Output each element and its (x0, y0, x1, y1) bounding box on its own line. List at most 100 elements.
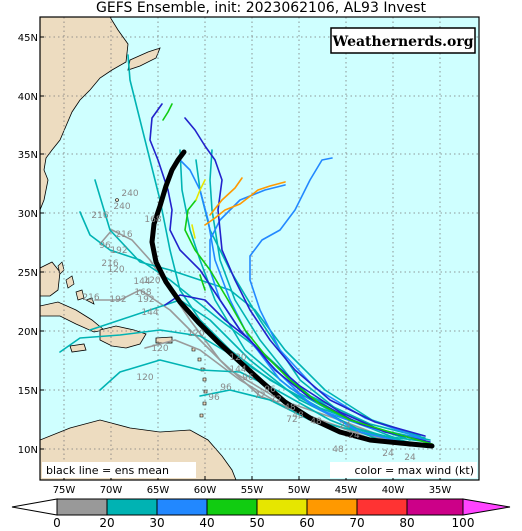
colorbar-segment (56, 498, 108, 516)
latitude-labels: 45N 40N 35N 30N 25N 20N 15N 10N (18, 33, 38, 456)
brand-text: Weathernerds.org (332, 34, 474, 50)
track-label: 144 (229, 365, 246, 375)
track-label: 96 (208, 393, 220, 403)
lat-label: 15N (18, 386, 38, 397)
colorbar-tick: 50 (249, 516, 264, 530)
nova-scotia-land (127, 47, 161, 71)
track-label: 192 (110, 246, 127, 256)
colorbar-right-arrow (462, 498, 511, 516)
track-label: 216 (82, 293, 99, 303)
colorbar-tick: 30 (149, 516, 164, 530)
lat-label: 30N (18, 209, 38, 220)
lon-label: 70W (100, 485, 123, 496)
track-label: 120 (229, 353, 246, 363)
track-label: 48 (332, 445, 344, 455)
hispaniola-land (99, 325, 147, 349)
ensemble-mean-track (149, 149, 435, 449)
ensemble-track (162, 103, 173, 121)
colorbar-segment (256, 498, 308, 516)
track-label: 72 (286, 415, 297, 425)
colorbar-segment (406, 498, 464, 516)
track-label: 48 (284, 403, 296, 413)
track-label: 120 (136, 373, 153, 383)
track-label: 120 (187, 329, 204, 339)
lat-label: 20N (18, 327, 38, 338)
lat-label: 40N (18, 92, 38, 103)
colorbar-tick: 70 (349, 516, 364, 530)
colorbar-segment (106, 498, 158, 516)
track-label: 96 (242, 373, 254, 383)
lat-label: 25N (18, 268, 38, 279)
ensemble-track (184, 199, 433, 445)
ensemble-track (209, 184, 416, 446)
ensemble-track (94, 179, 421, 437)
lat-label: 10N (18, 445, 38, 456)
lon-label: 35W (429, 485, 452, 496)
legend-wind-text: color = max wind (kt) (354, 464, 474, 477)
colorbar-segment (356, 498, 408, 516)
lon-label: 55W (241, 485, 264, 496)
ensemble-track (191, 224, 196, 239)
track-label: 144 (141, 308, 158, 318)
colorbar-tick: 0 (53, 516, 61, 530)
ensemble-track (204, 181, 286, 226)
lon-label: 65W (147, 485, 170, 496)
track-label: 96 (99, 241, 111, 251)
lon-label: 50W (288, 485, 311, 496)
lon-label: 60W (194, 485, 217, 496)
track-label: 216 (101, 259, 118, 269)
track-label: 192 (109, 295, 126, 305)
track-label: 144 (133, 277, 150, 287)
ocean (40, 17, 479, 480)
track-label: 192 (137, 295, 154, 305)
lon-label: 40W (382, 485, 405, 496)
legend-wind-box (330, 462, 477, 478)
north-america-land (40, 17, 129, 211)
lon-label: 45W (335, 485, 358, 496)
colorbar-tick: 20 (99, 516, 114, 530)
track-label: 216 (115, 230, 132, 240)
bermuda-land (115, 198, 119, 202)
ensemble-track (149, 103, 431, 443)
track-label: 168 (134, 288, 151, 298)
jamaica-land (69, 343, 87, 353)
colorbar-tick: 40 (199, 516, 214, 530)
legend-mean-text: black line = ens mean (46, 464, 169, 477)
track-label: 24 (382, 449, 394, 459)
florida-land (40, 261, 61, 297)
brand-box (330, 27, 476, 54)
colorbar-segment (206, 498, 258, 516)
ensemble-track (59, 329, 416, 445)
ensemble-track (184, 117, 426, 437)
colorbar-tick: 80 (399, 516, 414, 530)
track-label: 48 (292, 411, 304, 421)
track-label: 24 (348, 431, 360, 441)
plot-frame (39, 16, 480, 481)
track-label: 120 (107, 265, 124, 275)
lat-label: 45N (18, 33, 38, 44)
track-label: 216 (91, 211, 108, 221)
ensemble-track (179, 159, 426, 441)
ensemble-track (94, 289, 393, 441)
ensemble-track (209, 177, 243, 216)
track-label: 168 (144, 215, 161, 225)
ensemble-track (164, 294, 419, 441)
colorbar-segment (306, 498, 358, 516)
track-label: 72 (270, 395, 281, 405)
track-label: 240 (113, 202, 130, 212)
track-label: 96 (264, 385, 276, 395)
track-label: 240 (121, 189, 138, 199)
colorbar-tick-labels: 0 20 30 40 50 60 70 80 100 (53, 516, 474, 530)
colorbar-left-arrow (11, 498, 58, 516)
track-label: 120 (143, 276, 160, 286)
ensemble-track (195, 179, 206, 201)
grid-lines (40, 17, 479, 480)
lat-label: 35N (18, 150, 38, 161)
ensemble-track (199, 389, 429, 443)
track-label: 120 (151, 344, 168, 354)
lon-label: 75W (53, 485, 76, 496)
colorbar-tick: 100 (452, 516, 475, 530)
track-hour-labels: 240 216 240 168 216 96 192 216 120 144 1… (82, 189, 416, 473)
colorbar-tick: 60 (299, 516, 314, 530)
